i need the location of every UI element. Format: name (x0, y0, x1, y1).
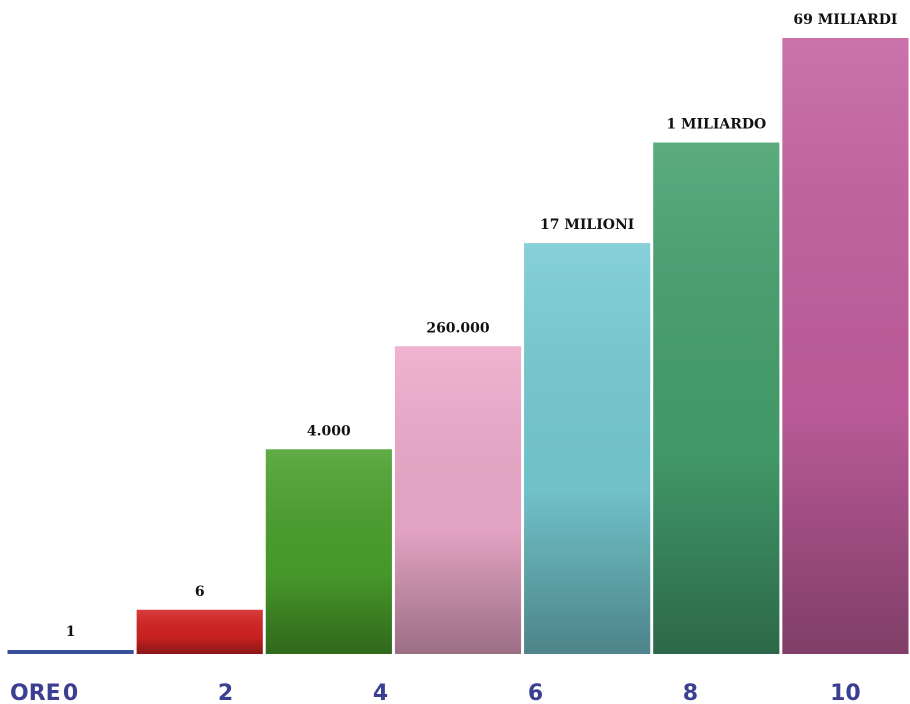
x-tick-label: 8 (683, 681, 698, 704)
x-tick-label: 0 (63, 681, 78, 704)
x-tick-label: 6 (528, 681, 543, 704)
bar-shade (524, 243, 651, 654)
bar-shade (265, 449, 392, 654)
x-tick-label: 2 (218, 681, 233, 704)
bar-shade (136, 609, 263, 654)
value-label: 1 MILIARDO (666, 117, 766, 133)
value-label: 4.000 (307, 423, 351, 439)
x-tick-label: 4 (373, 681, 388, 704)
bar (7, 650, 134, 654)
value-label: 1 (66, 624, 76, 640)
value-label: 6 (195, 584, 205, 600)
x-tick-label: 10 (830, 681, 861, 704)
bar-shade (782, 38, 909, 654)
value-label: 260.000 (426, 320, 490, 336)
value-label: 69 MILIARDI (793, 12, 897, 28)
value-label: 17 MILIONI (540, 217, 634, 233)
bar-shade (653, 142, 780, 654)
x-axis-label: ORE (10, 681, 61, 704)
bar-shade (394, 346, 522, 654)
